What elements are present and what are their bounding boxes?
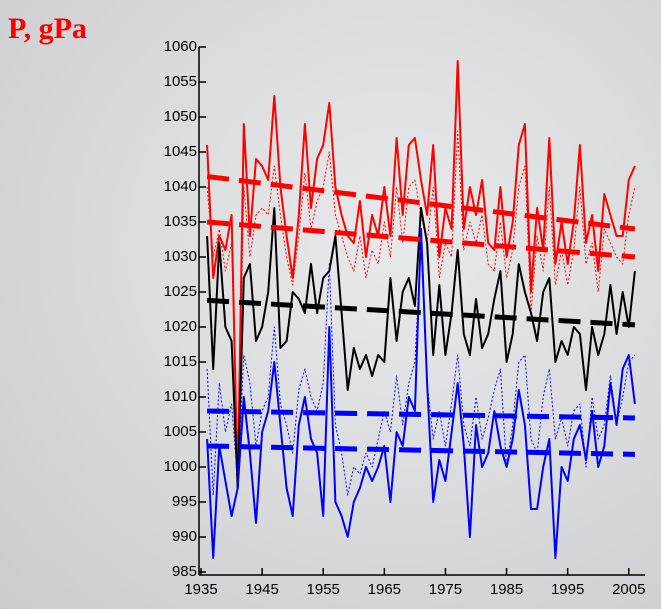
- y-tick-label: 990: [172, 528, 197, 545]
- x-tick-label: 1975: [429, 581, 462, 598]
- x-tick-label: 2005: [612, 581, 645, 598]
- y-tick-label: 1060: [164, 38, 197, 55]
- y-tick-label: 1010: [164, 388, 197, 405]
- y-tick-label: 1040: [164, 178, 197, 195]
- series-line: [206, 130, 636, 475]
- x-tick-label: 1985: [490, 581, 523, 598]
- series-line: [206, 297, 636, 328]
- y-tick-label: 1020: [164, 318, 197, 335]
- series-line: [206, 174, 636, 232]
- series-line: [206, 207, 636, 489]
- chart-title: P, gPa: [8, 12, 87, 45]
- y-tick-label: 985: [172, 563, 197, 580]
- y-tick-label: 1025: [164, 283, 197, 300]
- series-line: [206, 60, 636, 489]
- y-tick-label: 1000: [164, 458, 197, 475]
- y-tick-label: 1005: [164, 423, 197, 440]
- y-tick-label: 1035: [164, 213, 197, 230]
- series-line: [206, 219, 636, 260]
- x-tick-label: 1955: [307, 581, 340, 598]
- x-tick-label: 1995: [551, 581, 584, 598]
- y-tick-label: 1050: [164, 108, 197, 125]
- series-line: [206, 228, 636, 559]
- series-line: [207, 408, 635, 421]
- y-tick-label: 1015: [164, 353, 197, 370]
- y-tick-label: 1030: [164, 248, 197, 265]
- y-tick-label: 995: [172, 493, 197, 510]
- x-tick-label: 1935: [184, 581, 217, 598]
- y-tick-label: 1055: [164, 73, 197, 90]
- x-tick-label: 1965: [368, 581, 401, 598]
- y-tick-label: 1045: [164, 143, 197, 160]
- series-line: [207, 443, 635, 457]
- x-tick-label: 1945: [245, 581, 278, 598]
